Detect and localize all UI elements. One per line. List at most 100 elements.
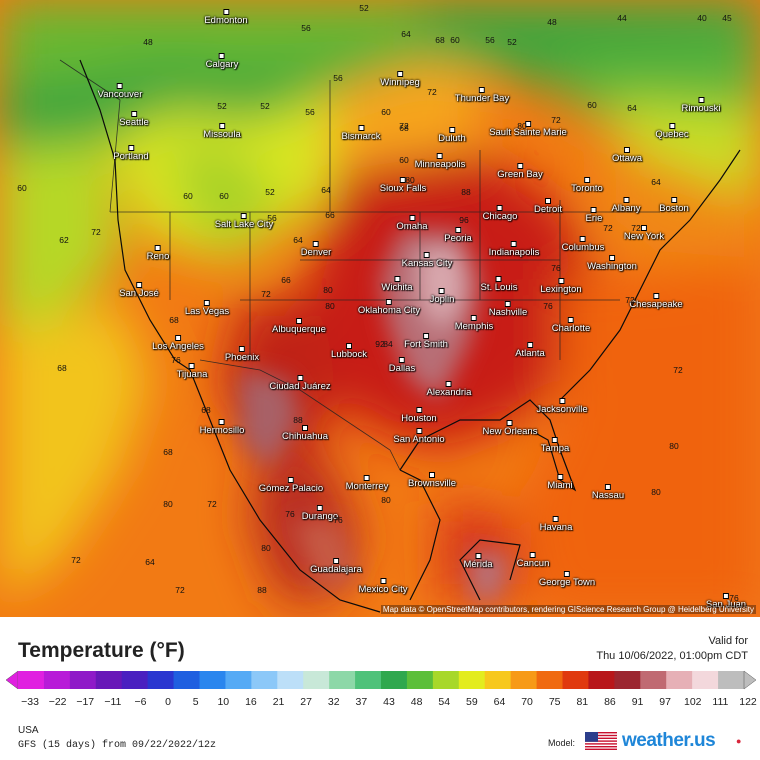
isotherm-label: 60 — [219, 191, 229, 201]
us-flag-icon — [585, 732, 617, 750]
city-name: Mérida — [463, 559, 493, 570]
city-dot-icon — [174, 335, 181, 341]
city-dot-icon — [386, 299, 392, 305]
city-dot-icon — [669, 123, 675, 129]
isotherm-label: 92 — [375, 339, 385, 349]
city-dot-icon — [544, 198, 551, 204]
city-name: Miami — [547, 480, 573, 491]
colorbar-swatch — [432, 671, 460, 689]
colorbar-tick-label: −6 — [134, 696, 147, 708]
city-name: St. Louis — [480, 282, 518, 293]
city-name: Omaha — [396, 221, 428, 232]
city-dot-icon — [670, 197, 677, 203]
city-dot-icon — [506, 420, 513, 426]
city-name: Nashville — [488, 307, 528, 318]
city-label: Joplin — [429, 288, 455, 305]
colorbar-tick-label: −11 — [104, 696, 122, 708]
city-dot-icon — [239, 346, 245, 352]
city-dot-icon — [295, 318, 302, 324]
city-dot-icon — [380, 578, 386, 584]
isotherm-label: 64 — [293, 235, 303, 245]
city-label: Green Bay — [497, 163, 543, 180]
isotherm-label: 48 — [143, 37, 153, 47]
city-label: Memphis — [454, 315, 494, 332]
isotherm-label: 72 — [399, 121, 409, 131]
city-dot-icon — [332, 558, 339, 564]
city-label: Ciudad Juárez — [269, 375, 331, 392]
isotherm-label: 80 — [323, 285, 333, 295]
city-dot-icon — [640, 225, 647, 231]
city-dot-icon — [479, 87, 485, 93]
city-label: Boston — [659, 197, 689, 214]
city-dot-icon — [496, 276, 502, 282]
city-label: Albany — [611, 197, 641, 214]
city-dot-icon — [155, 245, 161, 251]
city-dot-icon — [553, 516, 559, 522]
city-name: Bismarck — [341, 131, 381, 142]
valid-label: Valid for — [708, 635, 748, 647]
colorbar-tick-label: 75 — [548, 696, 561, 708]
colorbar-swatch — [173, 671, 200, 689]
brand-logo[interactable]: weather.us — [622, 730, 716, 751]
map-attribution[interactable]: Map data © OpenStreetMap contributors, r… — [380, 605, 756, 614]
city-dot-icon — [287, 477, 294, 483]
city-dot-icon — [400, 177, 406, 183]
city-dot-icon — [511, 241, 517, 247]
city-dot-icon — [363, 475, 370, 481]
colorbar-swatch — [536, 671, 563, 689]
city-label: Lexington — [540, 278, 582, 295]
city-name: Chesapeake — [629, 299, 683, 310]
isotherm-label: 72 — [261, 289, 271, 299]
colorbar-low-arrow — [6, 670, 19, 690]
city-name: San Juan — [705, 599, 747, 610]
colorbar-swatch — [406, 671, 434, 689]
city-name: Quebec — [655, 129, 689, 140]
city-label: Denver — [301, 241, 331, 258]
city-name: Los Angeles — [152, 341, 204, 352]
city-label: New York — [624, 225, 664, 242]
colorbar-swatch — [18, 671, 45, 689]
city-label: Duluth — [438, 127, 466, 144]
city-dot-icon — [564, 571, 570, 577]
city-name: Albuquerque — [272, 324, 326, 335]
city-name: Lexington — [540, 284, 582, 295]
city-name: Gómez Palacio — [258, 483, 324, 494]
city-name: Washington — [587, 261, 637, 272]
city-name: Chicago — [482, 211, 518, 222]
city-dot-icon — [504, 301, 511, 307]
colorbar-swatch — [458, 671, 486, 689]
isotherm-label: 56 — [267, 213, 277, 223]
city-name: Sioux Falls — [379, 183, 427, 194]
isotherm-label: 88 — [293, 415, 303, 425]
isotherm-label: 56 — [333, 73, 343, 83]
city-name: San Antonio — [393, 434, 445, 445]
colorbar-swatch — [484, 671, 512, 689]
city-label: Washington — [587, 255, 637, 272]
city-name: Joplin — [429, 294, 455, 305]
city-label: Winnipeg — [380, 71, 420, 88]
city-name: Minneapolis — [414, 159, 466, 170]
model-run-label: GFS (15 days) from 09/22/2022/12z — [18, 740, 217, 751]
city-name: Reno — [146, 251, 170, 262]
city-name: Memphis — [454, 321, 494, 332]
city-label: Chesapeake — [629, 293, 683, 310]
city-dot-icon — [455, 227, 461, 233]
city-dot-icon — [623, 197, 629, 203]
isotherm-label: 80 — [651, 487, 661, 497]
city-dot-icon — [474, 553, 481, 559]
city-dot-icon — [591, 207, 597, 213]
city-name: Seattle — [119, 117, 149, 128]
isotherm-label: 72 — [71, 555, 81, 565]
city-name: Fort Smith — [404, 339, 448, 350]
city-name: Rimouski — [681, 103, 721, 114]
isotherm-label: 88 — [257, 585, 267, 595]
city-name: Portland — [113, 151, 149, 162]
city-name: Houston — [401, 413, 437, 424]
city-dot-icon — [241, 213, 247, 219]
temperature-map[interactable]: Edmonton Calgary Vancouver Seattle Missoula P… — [0, 0, 760, 617]
city-name: Charlotte — [551, 323, 591, 334]
isotherm-label: 68 — [163, 447, 173, 457]
city-dot-icon — [723, 593, 729, 599]
city-dot-icon — [358, 125, 364, 131]
city-label: Oklahoma City — [358, 299, 420, 316]
